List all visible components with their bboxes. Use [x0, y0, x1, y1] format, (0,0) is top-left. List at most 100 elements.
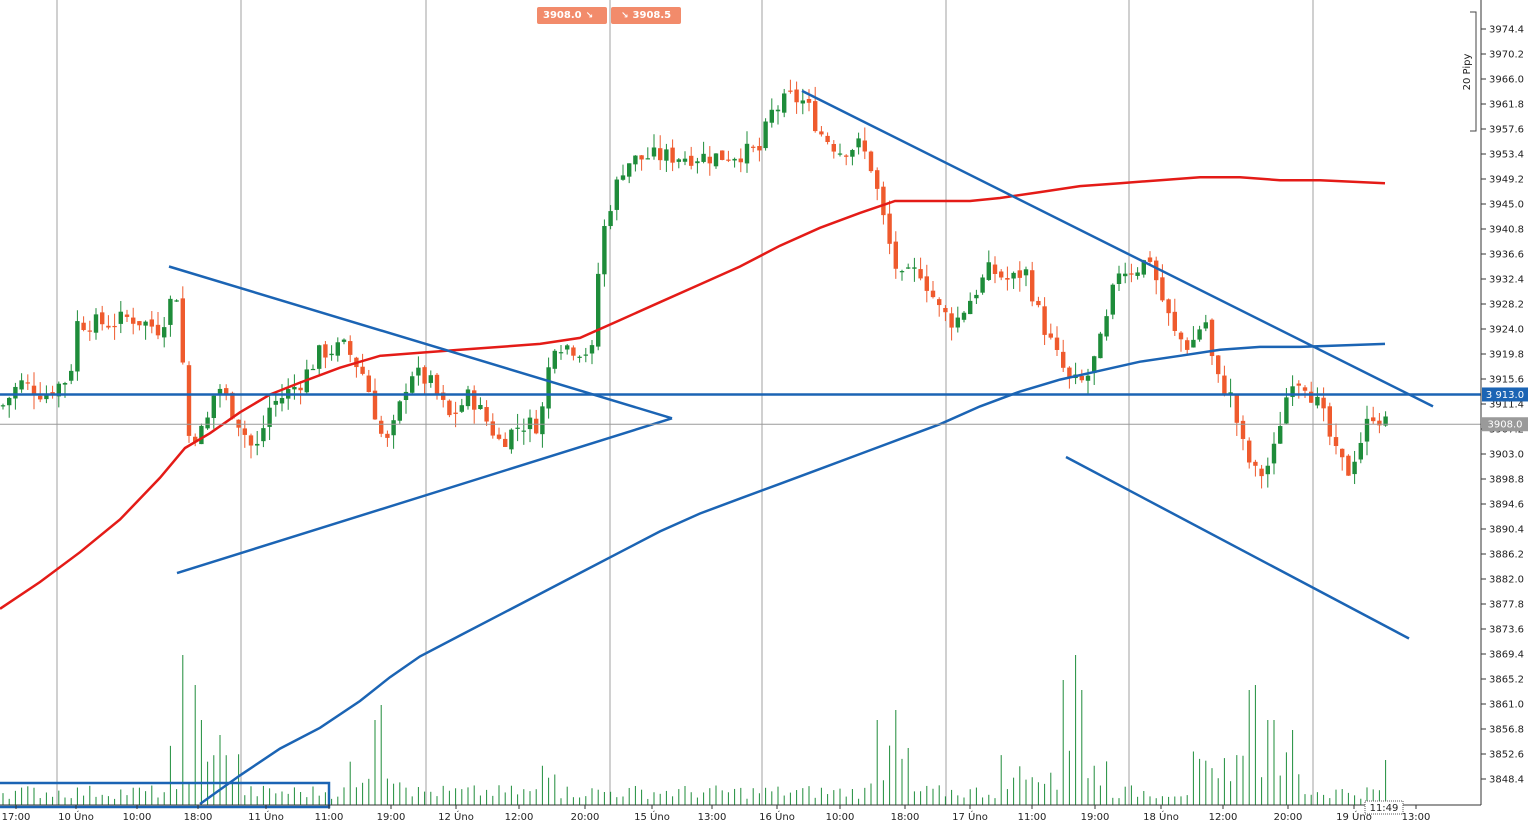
candle [887, 200, 892, 255]
candle [174, 299, 179, 302]
candle [1377, 412, 1382, 434]
candle [87, 320, 92, 341]
candle [1371, 406, 1376, 425]
candle [974, 289, 979, 305]
horizontal-level-label: 3 913.0 [1486, 390, 1524, 401]
candle [651, 134, 657, 160]
arrow-down-right-icon: ↘ [585, 11, 594, 21]
candle [267, 396, 272, 440]
candle [1098, 331, 1103, 359]
buy-price: 3908.5 [632, 10, 672, 21]
candle [298, 381, 303, 405]
candle [410, 371, 415, 396]
candle [242, 420, 247, 448]
candle [670, 139, 675, 172]
time-tick-label: 12:00 [1209, 812, 1238, 823]
candle [428, 370, 433, 388]
candle [1265, 457, 1270, 488]
candle [639, 155, 644, 171]
drawn-trendlines[interactable] [168, 89, 1434, 640]
trendline [801, 89, 1434, 408]
sell-price: 3908.0 [543, 10, 582, 21]
candle [1030, 261, 1035, 307]
price-tick-label: 3949.2 [1489, 175, 1524, 186]
candle [850, 148, 855, 166]
candle [1166, 298, 1171, 326]
candle [775, 105, 781, 125]
candle [217, 384, 223, 408]
candle [1302, 385, 1308, 399]
candle [391, 414, 396, 449]
trendline [1065, 455, 1410, 640]
candle [1023, 266, 1029, 287]
candle [1154, 256, 1159, 295]
time-tick-label: 10:00 [826, 812, 855, 823]
candle [13, 382, 18, 410]
last-time-label: 11:49 [1370, 803, 1399, 814]
candle [137, 320, 142, 331]
time-tick-label: 19:00 [1081, 812, 1110, 823]
price-tick-label: 3966.0 [1489, 75, 1524, 86]
time-tick-label: 11:00 [315, 812, 344, 823]
candle [236, 419, 241, 437]
candle [1197, 325, 1202, 342]
candle [999, 269, 1004, 281]
candle [899, 269, 905, 281]
candle [837, 143, 843, 157]
volume-box[interactable] [0, 781, 331, 809]
time-tick-label: 11 Úno [248, 810, 284, 823]
candle [906, 263, 911, 270]
candle [1011, 271, 1016, 289]
candle [0, 403, 6, 410]
candle [118, 301, 123, 334]
candle [1110, 283, 1115, 320]
sell-button[interactable]: 3908.0 ↘ [537, 7, 607, 24]
candle [521, 418, 526, 445]
candle [726, 150, 731, 163]
candle [341, 338, 347, 345]
candle [1123, 262, 1128, 284]
candle [1048, 323, 1053, 340]
candle [261, 415, 266, 448]
candle [31, 372, 37, 410]
time-tick-label: 20:00 [571, 812, 600, 823]
price-tick-label: 3873.6 [1489, 625, 1524, 636]
candle [1054, 326, 1060, 356]
price-tick-label: 3957.6 [1489, 125, 1524, 136]
candle [596, 262, 601, 351]
candle [757, 137, 762, 162]
scale-label: 20 Pipy [1462, 54, 1473, 91]
candle [93, 308, 99, 340]
candle [583, 347, 588, 363]
candle [186, 361, 192, 443]
candle [552, 349, 557, 374]
candle [534, 409, 539, 435]
candle [881, 181, 886, 225]
candle [372, 378, 378, 420]
time-axis[interactable]: 17:00 10 Úno 10:00 18:00 11 Úno 11:00 19:00 12 … [0, 804, 1481, 823]
candle [732, 157, 737, 168]
horizontal-levels[interactable] [0, 393, 1481, 425]
candle [782, 88, 787, 118]
candle [744, 131, 750, 173]
candle [515, 413, 520, 442]
candle [769, 98, 774, 128]
time-tick-label: 19 Úno [1336, 810, 1372, 823]
candle [1079, 369, 1084, 383]
candle [689, 146, 694, 170]
buy-button[interactable]: ↘ 3908.5 [611, 7, 681, 24]
candle [38, 382, 43, 403]
price-axis[interactable]: 3974.4 3970.2 3966.0 3961.8 3957.6 3953.4 3949… [1480, 0, 1528, 805]
price-tick-label: 3890.4 [1489, 525, 1524, 536]
candle [695, 157, 700, 174]
candle [1061, 339, 1066, 372]
candle [211, 395, 216, 429]
candle [602, 219, 607, 287]
candle [1271, 432, 1277, 475]
candle [819, 126, 824, 137]
candle [1321, 387, 1326, 422]
candle [329, 345, 334, 361]
candle [794, 81, 799, 114]
candle [751, 144, 756, 153]
